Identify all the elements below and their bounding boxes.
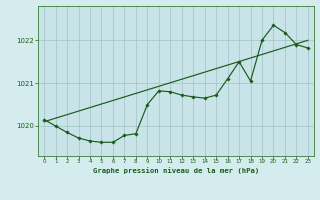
X-axis label: Graphe pression niveau de la mer (hPa): Graphe pression niveau de la mer (hPa)	[93, 167, 259, 174]
